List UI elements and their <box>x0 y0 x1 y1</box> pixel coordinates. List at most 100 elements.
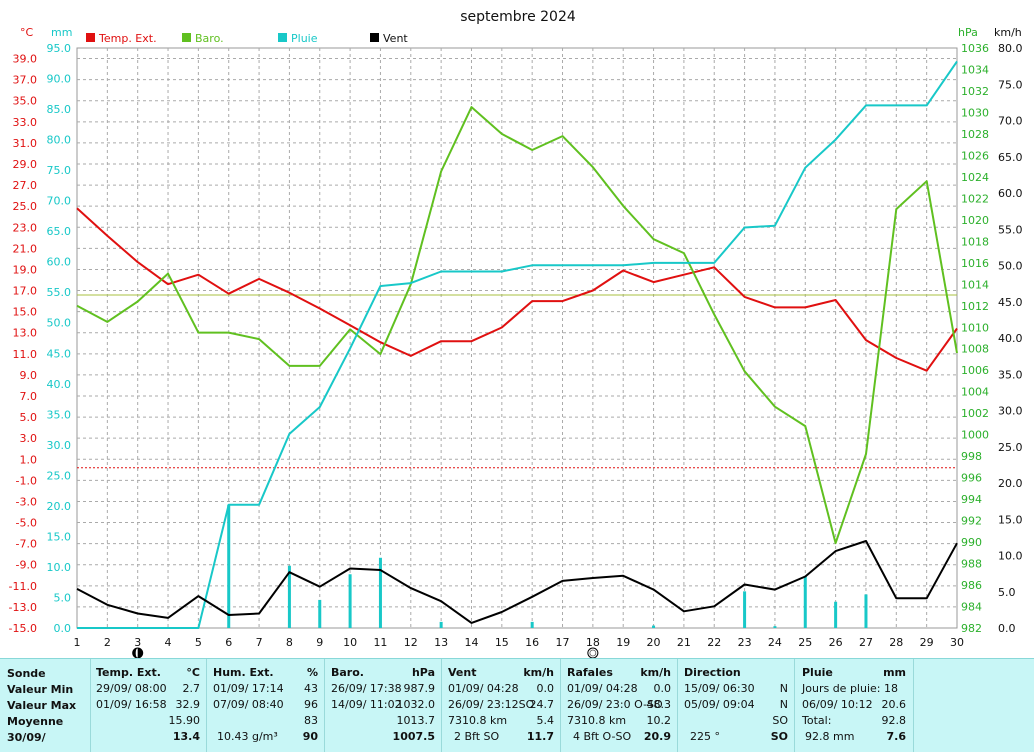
rain-bar-27 <box>864 594 868 628</box>
stats-temp-mean-value: 15.90 <box>168 714 201 727</box>
stats-baro-unit: hPa <box>411 666 435 679</box>
x-tick-12: 12 <box>404 636 418 649</box>
baro-tick: 1022 <box>961 192 989 205</box>
x-tick-11: 11 <box>373 636 387 649</box>
stats-baro-mean-value: 1013.7 <box>396 714 436 727</box>
stats-hum-abs: 10.43 g/m³ <box>217 730 278 743</box>
legend-swatch-1 <box>182 33 191 42</box>
x-tick-24: 24 <box>768 636 782 649</box>
legend-label-0: Temp. Ext. <box>98 32 157 45</box>
series-line-rain <box>77 60 958 629</box>
x-tick-17: 17 <box>556 636 570 649</box>
x-tick-20: 20 <box>647 636 661 649</box>
baro-tick: 1024 <box>961 171 989 184</box>
rain-bar-16 <box>530 621 534 628</box>
stats-rafales-min-date: 01/09/ 04:28 <box>567 682 638 695</box>
rain-bar-23 <box>743 591 747 628</box>
baro-tick: 1006 <box>961 364 989 377</box>
temp-tick: 11.0 <box>13 348 38 361</box>
baro-tick: 982 <box>961 622 982 635</box>
baro-tick: 992 <box>961 515 982 528</box>
rain-tick: 65.0 <box>47 225 72 238</box>
stats-pluie-month: 92.8 mm <box>805 730 855 743</box>
temp-tick: 39.0 <box>13 53 38 66</box>
rain-daily-bars <box>227 504 868 628</box>
stats-temp-head: Temp. Ext. <box>96 666 161 679</box>
stats-baro-current-value: 1007.5 <box>392 730 435 743</box>
rain-tick: 15.0 <box>47 530 72 543</box>
series-lines <box>76 60 958 629</box>
x-tick-9: 9 <box>316 636 323 649</box>
grid <box>77 48 957 628</box>
baro-tick: 1016 <box>961 257 989 270</box>
temp-tick: -7.0 <box>16 538 37 551</box>
stats-direction-min-value: N <box>779 682 788 695</box>
x-tick-8: 8 <box>286 636 293 649</box>
rain-bar-6 <box>227 504 231 628</box>
x-tick-15: 15 <box>495 636 509 649</box>
stats-direction-max-value: N <box>779 698 788 711</box>
temp-tick: 21.0 <box>13 242 38 255</box>
temp-tick: -15.0 <box>9 622 37 635</box>
stats-head-sonde: Sonde <box>7 667 46 680</box>
stats-pluie-total-label: Total: <box>802 714 832 727</box>
stats-pluie-days: Jours de pluie: 18 <box>802 682 898 695</box>
rain-tick: 5.0 <box>54 591 72 604</box>
baro-tick: 984 <box>961 601 982 614</box>
stats-temp-unit: °C <box>186 666 200 679</box>
temp-tick: -3.0 <box>16 495 37 508</box>
stats-temp-max-value: 32.9 <box>175 698 201 711</box>
weather-chart: septembre 2024 Temp. Ext. Baro. Pluie Vent … <box>9 9 1023 658</box>
stats-vent-unit: km/h <box>523 666 554 679</box>
baro-tick: 994 <box>961 493 982 506</box>
stats-direction-current-value: SO <box>770 730 788 743</box>
x-tick-27: 27 <box>859 636 873 649</box>
reference-lines <box>77 294 957 469</box>
rain-bar-10 <box>348 574 352 628</box>
rain-tick: 40.0 <box>47 378 72 391</box>
rain-tick: 80.0 <box>47 134 72 147</box>
x-tick-6: 6 <box>225 636 232 649</box>
legend-label-1: Baro. <box>195 32 224 45</box>
axis-ticks: 39.037.035.033.031.029.027.025.023.021.0… <box>9 42 1023 649</box>
legend: Temp. Ext. Baro. Pluie Vent <box>86 32 408 45</box>
x-tick-22: 22 <box>707 636 721 649</box>
rain-bar-8 <box>287 565 291 628</box>
moon-new-icon <box>132 647 144 658</box>
stats-temp-current-value: 13.4 <box>172 730 200 743</box>
wind-tick: 40.0 <box>998 332 1023 345</box>
stats-label-max: Valeur Max <box>7 699 77 712</box>
x-tick-13: 13 <box>434 636 448 649</box>
stats-vent-min-value: 0.0 <box>536 682 555 695</box>
stats-col-sonde: Sonde Valeur Min Valeur Max Moyenne 30/0… <box>0 659 90 752</box>
baro-tick: 1026 <box>961 149 989 162</box>
rain-tick: 0.0 <box>54 622 72 635</box>
stats-hum-unit: % <box>306 666 318 679</box>
legend-label-2: Pluie <box>291 32 318 45</box>
wind-tick: 65.0 <box>998 151 1023 164</box>
stats-vent-distance: 7310.8 km <box>448 714 508 727</box>
baro-tick: 1030 <box>961 106 989 119</box>
x-tick-1: 1 <box>74 636 81 649</box>
temp-tick: 33.0 <box>13 116 38 129</box>
stats-pluie-head: Pluie <box>802 666 833 679</box>
rain-bar-13 <box>439 621 443 628</box>
baro-tick: 1014 <box>961 278 989 291</box>
temp-tick: -11.0 <box>9 580 37 593</box>
x-tick-3: 3 <box>134 636 141 649</box>
stats-direction-mean-value: SO <box>772 714 788 727</box>
x-tick-21: 21 <box>677 636 691 649</box>
stats-direction-min-date: 15/09/ 06:30 <box>684 682 755 695</box>
stats-col-direction: Direction 15/09/ 06:30 N 05/09/ 09:04 N … <box>677 659 794 752</box>
stats-label-current: 30/09/ <box>7 731 46 744</box>
stats-temp-min-date: 29/09/ 08:00 <box>96 682 167 695</box>
stats-hum-current-value: 90 <box>302 730 318 743</box>
temp-tick: 1.0 <box>20 453 38 466</box>
baro-tick: 1000 <box>961 429 989 442</box>
stats-pluie-current-value: 7.6 <box>886 730 907 743</box>
rain-tick: 90.0 <box>47 73 72 86</box>
stats-label-min: Valeur Min <box>7 683 74 696</box>
axis-unit-baro: hPa <box>958 26 978 39</box>
rain-tick: 20.0 <box>47 500 72 513</box>
stats-col-hum: Hum. Ext. % 01/09/ 17:14 43 07/09/ 08:40… <box>206 659 324 752</box>
